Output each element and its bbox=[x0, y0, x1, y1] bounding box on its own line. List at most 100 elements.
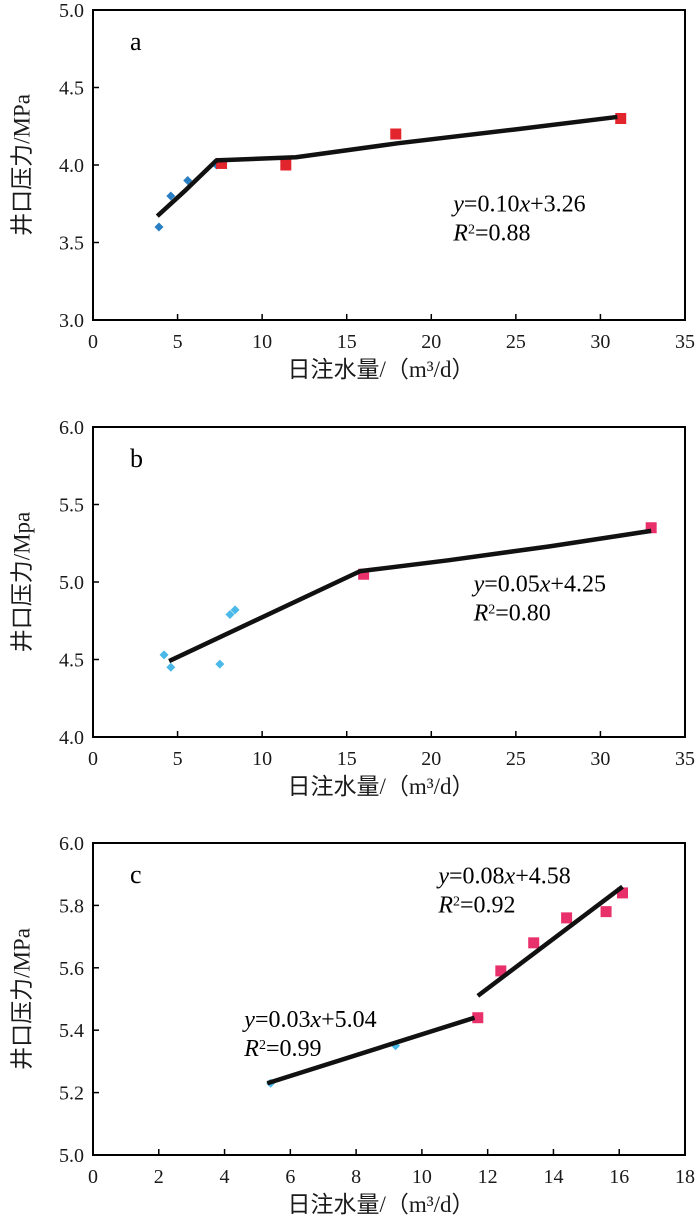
x-tick-label: 0 bbox=[88, 1166, 98, 1188]
y-axis-title: 井口压力/MPa bbox=[10, 94, 35, 236]
data-point-square bbox=[645, 522, 657, 534]
eq-x-var: x bbox=[309, 1007, 321, 1033]
data-point-square bbox=[216, 157, 228, 169]
data-point-square bbox=[600, 906, 612, 918]
data-point-diamond bbox=[159, 650, 169, 660]
plot-frame bbox=[92, 842, 686, 1156]
data-point-diamond bbox=[183, 176, 193, 185]
data-point-square bbox=[615, 113, 627, 124]
y-tick-label: 5.6 bbox=[59, 958, 84, 980]
x-tick-label: 4 bbox=[220, 1166, 230, 1188]
data-point-square bbox=[617, 887, 629, 899]
r-superscript: 2 bbox=[453, 894, 460, 909]
r-letter: R bbox=[437, 893, 453, 919]
x-tick-label: 18 bbox=[675, 1166, 695, 1188]
eq-intercept: +4.25 bbox=[550, 571, 606, 597]
x-tick-label: 8 bbox=[351, 1166, 361, 1188]
r-letter: R bbox=[243, 1036, 259, 1062]
x-axis-title: 日注水量/（m³/d） bbox=[287, 1192, 474, 1217]
r-value: =0.92 bbox=[460, 893, 516, 919]
data-point-diamond bbox=[225, 610, 235, 620]
y-tick-label: 4.5 bbox=[59, 650, 84, 672]
x-tick-label: 5 bbox=[173, 331, 183, 353]
x-tick-label: 0 bbox=[88, 748, 98, 770]
x-tick-label: 0 bbox=[88, 331, 98, 353]
eq-intercept: +5.04 bbox=[321, 1007, 377, 1033]
y-tick-label: 4.0 bbox=[59, 727, 84, 749]
eq-slope: =0.05 bbox=[484, 571, 540, 597]
x-tick-label: 20 bbox=[421, 331, 441, 353]
y-tick-label: 4.0 bbox=[59, 155, 84, 177]
fit-line bbox=[168, 528, 652, 664]
x-tick-label: 10 bbox=[412, 1166, 432, 1188]
r-letter: R bbox=[473, 600, 489, 626]
panel-label: b bbox=[130, 444, 143, 473]
y-axis-title: 井口压力/MPa bbox=[10, 928, 35, 1070]
y-tick-label: 5.8 bbox=[59, 895, 84, 917]
eq-slope: =0.03 bbox=[255, 1007, 311, 1033]
eq-y-var: y bbox=[451, 192, 464, 218]
fit-line bbox=[266, 1015, 476, 1086]
data-point-square bbox=[390, 128, 402, 140]
x-tick-label: 35 bbox=[675, 331, 695, 353]
r-squared-label: R2=0.92 bbox=[437, 893, 515, 919]
data-point-square bbox=[280, 159, 292, 171]
x-tick-label: 10 bbox=[252, 748, 272, 770]
x-tick-label: 12 bbox=[478, 1166, 498, 1188]
data-point-diamond bbox=[215, 659, 225, 669]
eq-y-var: y bbox=[472, 571, 485, 597]
fit-line bbox=[155, 114, 618, 218]
x-tick-label: 2 bbox=[154, 1166, 164, 1188]
r-superscript: 2 bbox=[488, 602, 495, 617]
x-tick-label: 10 bbox=[252, 331, 272, 353]
r-squared-label: R2=0.80 bbox=[473, 600, 551, 626]
r-letter: R bbox=[452, 221, 468, 247]
x-tick-label: 35 bbox=[675, 748, 695, 770]
y-axis-title: 井口压力/Mpa bbox=[10, 512, 35, 653]
data-point-square bbox=[561, 912, 573, 924]
x-tick-label: 20 bbox=[421, 748, 441, 770]
r-value: =0.80 bbox=[495, 600, 551, 626]
x-tick-label: 15 bbox=[337, 748, 357, 770]
y-tick-label: 5.0 bbox=[59, 1145, 84, 1167]
x-tick-label: 25 bbox=[506, 331, 526, 353]
data-point-square bbox=[358, 568, 370, 580]
eq-intercept: +3.26 bbox=[530, 192, 586, 218]
x-tick-label: 15 bbox=[337, 331, 357, 353]
panel-label: c bbox=[130, 860, 142, 889]
data-point-diamond bbox=[154, 222, 164, 232]
r-value: =0.99 bbox=[266, 1036, 322, 1062]
eq-x-var: x bbox=[539, 571, 551, 597]
y-tick-label: 3.5 bbox=[59, 233, 84, 255]
x-tick-label: 30 bbox=[590, 331, 610, 353]
eq-slope: =0.10 bbox=[464, 192, 520, 218]
data-point-diamond bbox=[166, 662, 176, 672]
regression-equation: y=0.10x+3.26 bbox=[451, 192, 585, 218]
plot-frame bbox=[92, 9, 686, 321]
y-tick-label: 5.5 bbox=[59, 495, 84, 517]
eq-slope: =0.08 bbox=[449, 864, 505, 890]
x-tick-label: 14 bbox=[543, 1166, 563, 1188]
y-tick-label: 5.2 bbox=[59, 1083, 84, 1105]
x-tick-label: 16 bbox=[609, 1166, 629, 1188]
fit-line bbox=[476, 884, 624, 998]
r-squared-label: R2=0.88 bbox=[452, 221, 530, 247]
chart-panel-c: 0 2 4 6 8 10 12 14 16 18 5.0 5.2 5.4 5.6 5.8 6.0 日注水量/（m… bbox=[10, 833, 696, 1217]
r-superscript: 2 bbox=[468, 222, 475, 237]
x-tick-label: 25 bbox=[506, 748, 526, 770]
x-axis-title: 日注水量/（m³/d） bbox=[287, 774, 474, 799]
y-tick-label: 5.4 bbox=[59, 1020, 84, 1042]
x-axis-title: 日注水量/（m³/d） bbox=[287, 357, 474, 382]
y-tick-label: 6.0 bbox=[59, 833, 84, 855]
data-point-square bbox=[472, 1012, 484, 1024]
eq-y-var: y bbox=[242, 1007, 255, 1033]
y-tick-label: 5.0 bbox=[59, 572, 84, 594]
eq-y-var: y bbox=[436, 864, 449, 890]
x-tick-label: 6 bbox=[285, 1166, 295, 1188]
data-point-diamond bbox=[230, 605, 240, 615]
data-point-diamond bbox=[166, 191, 176, 201]
y-tick-label: 4.5 bbox=[59, 78, 84, 100]
y-tick-label: 5.0 bbox=[59, 0, 84, 22]
regression-equation: y=0.05x+4.25 bbox=[472, 571, 606, 597]
